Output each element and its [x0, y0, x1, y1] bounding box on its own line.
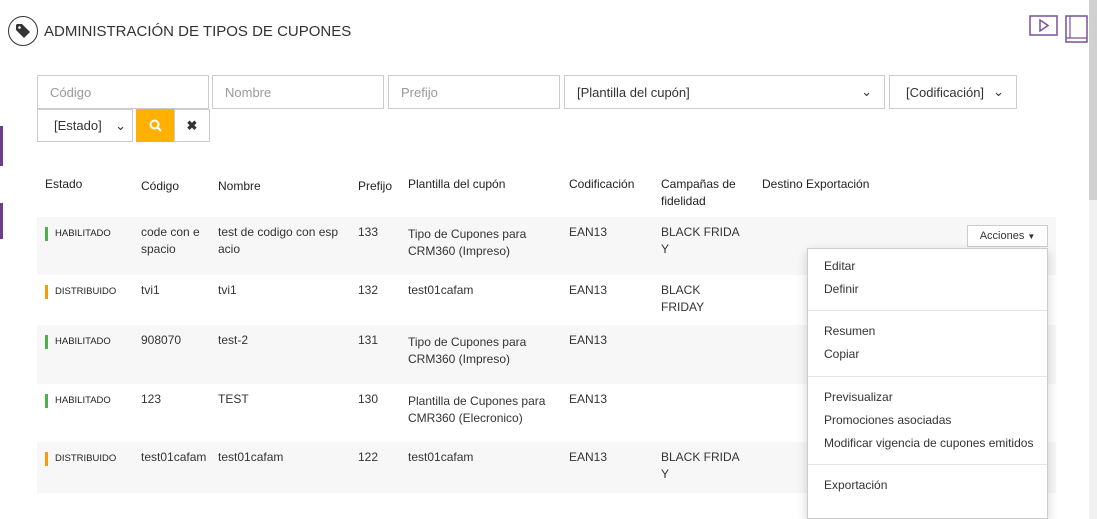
col-codigo: Código — [141, 179, 180, 193]
scrollbar[interactable] — [1089, 0, 1097, 519]
cell-campanas: BLACK FRIDA Y — [661, 225, 740, 256]
cell-nombre: test01cafam — [218, 450, 284, 464]
page-title: ADMINISTRACIÓN DE TIPOS DE CUPONES — [44, 22, 352, 40]
menu-divider — [808, 310, 1047, 311]
cell-prefijo: 130 — [358, 392, 379, 406]
estado-select[interactable]: [Estado] ⌄ — [37, 109, 133, 142]
cell-nombre: tvi1 — [218, 283, 237, 297]
cell-codificacion: EAN13 — [569, 333, 608, 347]
cell-prefijo: 122 — [358, 450, 379, 464]
estado-value: [Estado] — [54, 118, 102, 133]
cell-prefijo: 131 — [358, 333, 379, 347]
plantilla-select[interactable]: [Plantilla del cupón] ⌄ — [564, 75, 885, 109]
prefijo-placeholder: Prefijo — [401, 84, 438, 100]
menu-item-exportacion[interactable]: Exportación — [824, 478, 888, 492]
close-icon: ✖ — [186, 117, 198, 133]
col-prefijo: Prefijo — [358, 179, 393, 193]
codificacion-select[interactable]: [Codificación] ⌄ — [889, 75, 1017, 109]
nombre-input[interactable]: Nombre — [212, 75, 384, 109]
col-codificacion: Codificación — [569, 177, 635, 191]
menu-item-modificar-vigencia[interactable]: Modificar vigencia de cupones emitidos — [824, 436, 1034, 450]
acciones-menu: Editar Definir Resumen Copiar Previsuali… — [807, 248, 1048, 519]
table-row[interactable]: HABILITADO 123 TEST 130 Plantilla de Cupones… — [37, 384, 1056, 442]
col-nombre: Nombre — [218, 179, 261, 193]
cell-nombre: TEST — [218, 392, 249, 406]
acciones-label: Acciones — [979, 230, 1025, 242]
menu-item-definir[interactable]: Definir — [824, 282, 859, 296]
cell-nombre: test de codigo con esp acio — [218, 225, 339, 256]
cell-plantilla: Tipo de Cupones para CRM360 (Impreso) — [408, 335, 527, 366]
status-badge: HABILITADO — [45, 335, 111, 349]
menu-item-editar[interactable]: Editar — [824, 259, 856, 273]
sidebar-indicator — [0, 126, 3, 166]
col-campanas: Campañas de fidelidad — [661, 177, 736, 208]
menu-item-copiar[interactable]: Copiar — [824, 347, 860, 361]
cell-prefijo: 133 — [358, 225, 379, 239]
chevron-down-icon: ⌄ — [115, 117, 126, 133]
cell-prefijo: 132 — [358, 283, 379, 297]
menu-divider — [808, 464, 1047, 465]
col-destino: Destino Exportación — [762, 177, 870, 191]
cell-plantilla: Plantilla de Cupones para CMR360 (Elecro… — [408, 394, 546, 425]
col-plantilla: Plantilla del cupón — [408, 177, 506, 191]
search-icon — [149, 119, 162, 132]
clear-button[interactable]: ✖ — [174, 109, 210, 142]
cell-codigo: test01cafam — [141, 450, 207, 464]
cell-codificacion: EAN13 — [569, 225, 608, 239]
chevron-down-icon: ⌄ — [861, 84, 872, 99]
cell-codigo: 123 — [141, 392, 162, 406]
book-icon[interactable] — [1063, 15, 1089, 45]
menu-item-promociones[interactable]: Promociones asociadas — [824, 413, 952, 427]
cell-codigo: 908070 — [141, 333, 182, 347]
prefijo-input[interactable]: Prefijo — [388, 75, 560, 109]
page-header: ADMINISTRACIÓN DE TIPOS DE CUPONES — [8, 16, 351, 46]
cell-plantilla: test01cafam — [408, 450, 474, 464]
sidebar-indicator — [0, 203, 3, 239]
status-badge: HABILITADO — [45, 227, 111, 241]
status-badge: HABILITADO — [45, 394, 111, 408]
cell-codificacion: EAN13 — [569, 450, 608, 464]
cell-codificacion: EAN13 — [569, 283, 608, 297]
cell-plantilla: Tipo de Cupones para CRM360 (Impreso) — [408, 227, 527, 258]
table-row[interactable]: DISTRIBUIDO tvi1 tvi1 132 test01cafam EAN13 BL… — [37, 275, 1056, 325]
cell-plantilla: test01cafam — [408, 283, 474, 297]
tag-icon — [8, 16, 38, 46]
cell-codigo: code con e spacio — [141, 225, 200, 256]
nombre-placeholder: Nombre — [225, 84, 272, 100]
chevron-down-icon: ⌄ — [993, 84, 1004, 99]
menu-divider — [808, 376, 1047, 377]
caret-down-icon: ▼ — [1027, 231, 1036, 241]
cell-campanas: BLACK FRIDA Y — [661, 450, 740, 481]
video-icon[interactable] — [1029, 15, 1059, 37]
cell-codificacion: EAN13 — [569, 392, 608, 406]
cell-nombre: test-2 — [218, 333, 249, 347]
acciones-button[interactable]: Acciones ▼ — [967, 225, 1048, 247]
menu-item-resumen[interactable]: Resumen — [824, 324, 876, 338]
status-badge: DISTRIBUIDO — [45, 285, 116, 299]
status-badge: DISTRIBUIDO — [45, 452, 116, 466]
cell-campanas: BLACK FRIDAY — [661, 283, 705, 314]
codificacion-value: [Codificación] — [906, 84, 985, 100]
cell-codigo: tvi1 — [141, 283, 160, 297]
col-estado: Estado — [45, 177, 83, 191]
menu-item-previsualizar[interactable]: Previsualizar — [824, 390, 893, 404]
search-button[interactable] — [136, 109, 174, 142]
codigo-input[interactable]: Código — [37, 75, 209, 109]
codigo-placeholder: Código — [50, 84, 92, 100]
plantilla-value: [Plantilla del cupón] — [577, 84, 690, 100]
